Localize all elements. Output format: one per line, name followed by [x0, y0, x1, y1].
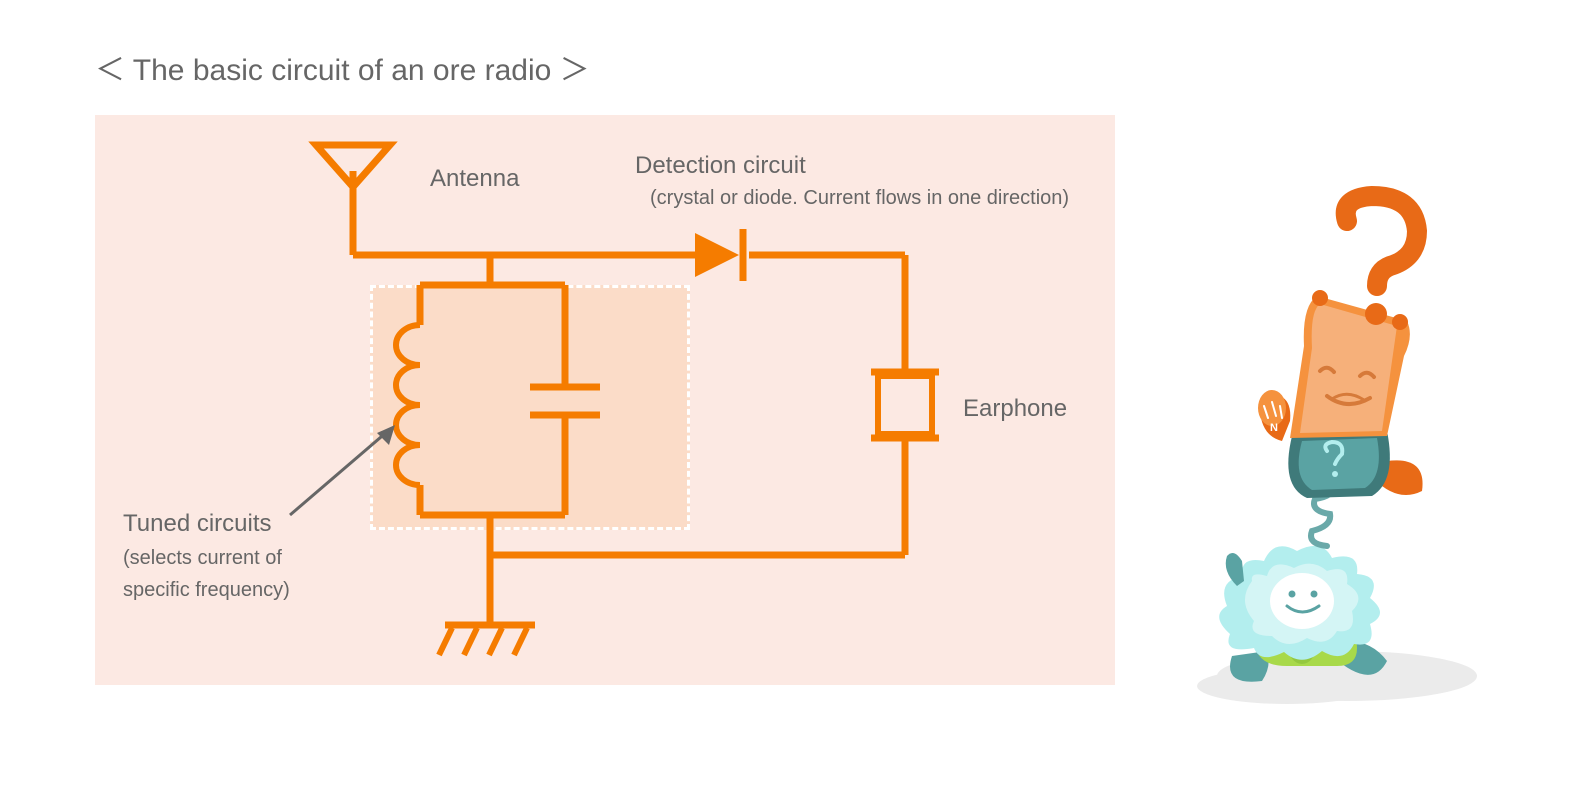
detection-sublabel: (crystal or diode. Current flows in one … — [650, 185, 1069, 212]
capacitor-icon — [530, 285, 600, 515]
ground-icon — [439, 625, 535, 655]
antenna-label: Antenna — [430, 163, 519, 195]
tuned-sublabel-2: specific frequency) — [123, 577, 290, 604]
question-mark-icon — [1346, 196, 1417, 325]
diode-icon — [695, 229, 743, 281]
tuned-sublabel-1: (selects current of — [123, 545, 282, 572]
detection-label: Detection circuit — [635, 150, 806, 182]
circuit-diagram: Antenna Detection circuit (crystal or di… — [95, 115, 1115, 685]
page-title: ＜ The basic circuit of an ore radio ＞ — [95, 45, 590, 89]
earphone-label: Earphone — [963, 393, 1067, 425]
inductor-icon — [396, 285, 420, 515]
earphone-icon — [871, 372, 939, 438]
mascot-bottom — [1219, 546, 1387, 682]
antenna-icon — [316, 145, 390, 255]
tuned-label: Tuned circuits — [123, 508, 272, 540]
mascot-characters: N — [1172, 186, 1492, 706]
mascot-top: N — [1258, 290, 1423, 498]
tuned-arrow — [290, 425, 395, 515]
svg-text:N: N — [1270, 422, 1278, 434]
